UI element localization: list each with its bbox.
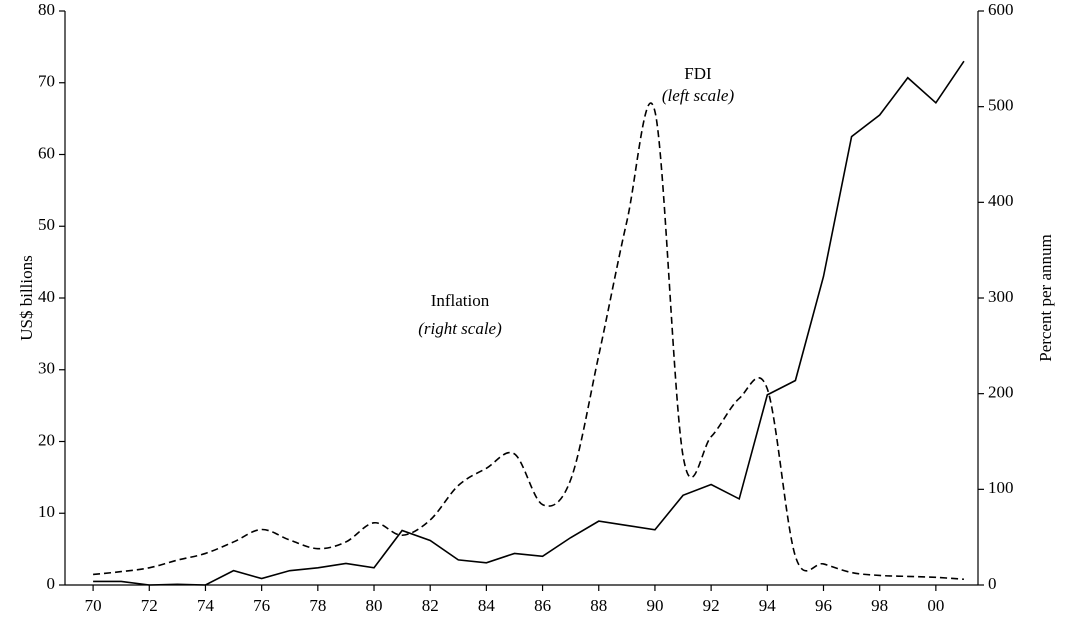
x-tick-label: 74 bbox=[197, 596, 215, 615]
x-tick-label: 88 bbox=[590, 596, 607, 615]
x-tick-label: 94 bbox=[759, 596, 777, 615]
x-tick-label: 00 bbox=[927, 596, 944, 615]
y2-tick-label: 300 bbox=[988, 287, 1014, 306]
y-tick-label: 60 bbox=[38, 143, 55, 162]
x-tick-label: 70 bbox=[85, 596, 102, 615]
series-line bbox=[93, 102, 965, 581]
y2-tick-label: 500 bbox=[988, 96, 1014, 115]
y-tick-label: 40 bbox=[38, 287, 55, 306]
x-tick-label: 92 bbox=[703, 596, 720, 615]
y-tick-label: 70 bbox=[38, 72, 55, 91]
annotation: (left scale) bbox=[662, 86, 735, 105]
x-tick-label: 98 bbox=[871, 596, 888, 615]
annotation: Inflation bbox=[431, 291, 490, 310]
annotation: (right scale) bbox=[418, 319, 502, 338]
y-tick-label: 10 bbox=[38, 502, 55, 521]
annotation: FDI bbox=[684, 64, 712, 83]
x-tick-label: 78 bbox=[309, 596, 326, 615]
x-tick-label: 76 bbox=[253, 596, 270, 615]
x-tick-label: 82 bbox=[422, 596, 439, 615]
y2-tick-label: 400 bbox=[988, 191, 1014, 210]
x-tick-label: 86 bbox=[534, 596, 551, 615]
x-tick-label: 96 bbox=[815, 596, 832, 615]
y-tick-label: 20 bbox=[38, 430, 55, 449]
y2-tick-label: 200 bbox=[988, 383, 1014, 402]
x-tick-label: 84 bbox=[478, 596, 496, 615]
y-axis-label: US$ billions bbox=[17, 255, 36, 341]
y-tick-label: 0 bbox=[47, 574, 56, 593]
x-tick-label: 72 bbox=[141, 596, 158, 615]
y2-tick-label: 100 bbox=[988, 478, 1014, 497]
series-line bbox=[93, 60, 965, 586]
y-tick-label: 50 bbox=[38, 215, 55, 234]
y2-tick-label: 0 bbox=[988, 574, 997, 593]
y2-axis-label: Percent per annum bbox=[1036, 234, 1055, 361]
y-tick-label: 80 bbox=[38, 0, 55, 19]
x-tick-label: 80 bbox=[366, 596, 383, 615]
x-tick-label: 90 bbox=[646, 596, 663, 615]
y-tick-label: 30 bbox=[38, 359, 55, 378]
y2-tick-label: 600 bbox=[988, 0, 1014, 19]
